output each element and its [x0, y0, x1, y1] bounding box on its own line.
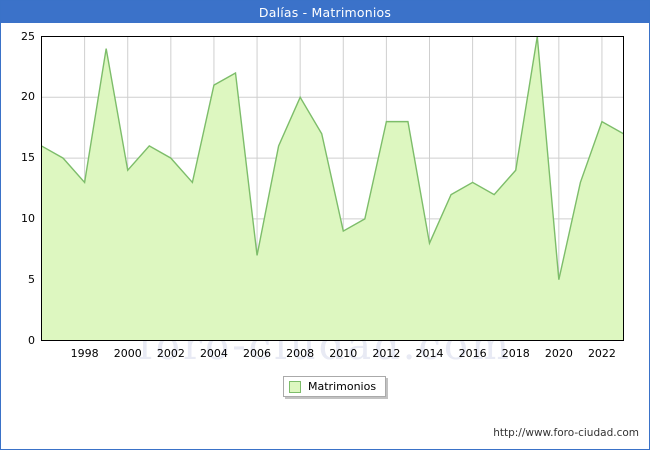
chart-area: foro-ciudad.com 0 5 10 15 20 25 1998 2000 2002 2… — [1, 23, 649, 449]
x-tick-label: 2004 — [199, 346, 228, 360]
y-tick-label: 25 — [21, 29, 35, 43]
series-area-matrimonios — [41, 36, 624, 341]
series-group — [41, 36, 624, 341]
y-tick-label: 5 — [28, 272, 35, 286]
x-tick-label: 1998 — [70, 346, 99, 360]
window-title-bar: Dalías - Matrimonios — [1, 1, 649, 23]
area-chart-svg — [41, 36, 624, 341]
legend-swatch-matrimonios — [289, 380, 301, 393]
page-title: Dalías - Matrimonios — [258, 4, 392, 20]
source-url: http://www.foro-ciudad.com — [493, 427, 639, 439]
series-line-matrimonios — [41, 36, 624, 280]
plot-frame — [41, 36, 624, 341]
x-tick-label: 2008 — [286, 346, 315, 360]
x-tick-label: 2006 — [243, 346, 272, 360]
x-tick-label: 2002 — [156, 346, 185, 360]
plot-region: 0 5 10 15 20 25 1998 2000 2002 2004 2006 2008 2010 2… — [1, 23, 649, 383]
y-tick-label: 20 — [21, 90, 35, 104]
x-tick-label: 2016 — [458, 346, 487, 360]
x-tick-label: 2022 — [587, 346, 616, 360]
y-tick-label: 10 — [21, 211, 35, 225]
x-tick-label: 2020 — [544, 346, 573, 360]
x-tick-label: 2018 — [501, 346, 530, 360]
x-tick-label: 2012 — [372, 346, 401, 360]
x-tick-label: 2010 — [329, 346, 358, 360]
x-tick-label: 2014 — [415, 346, 444, 360]
legend-label-matrimonios: Matrimonios — [308, 380, 377, 393]
x-tick-label: 2000 — [113, 346, 142, 360]
chart-legend[interactable]: Matrimonios — [283, 376, 387, 397]
y-tick-label: 15 — [21, 151, 35, 165]
y-tick-label: 0 — [28, 333, 35, 347]
